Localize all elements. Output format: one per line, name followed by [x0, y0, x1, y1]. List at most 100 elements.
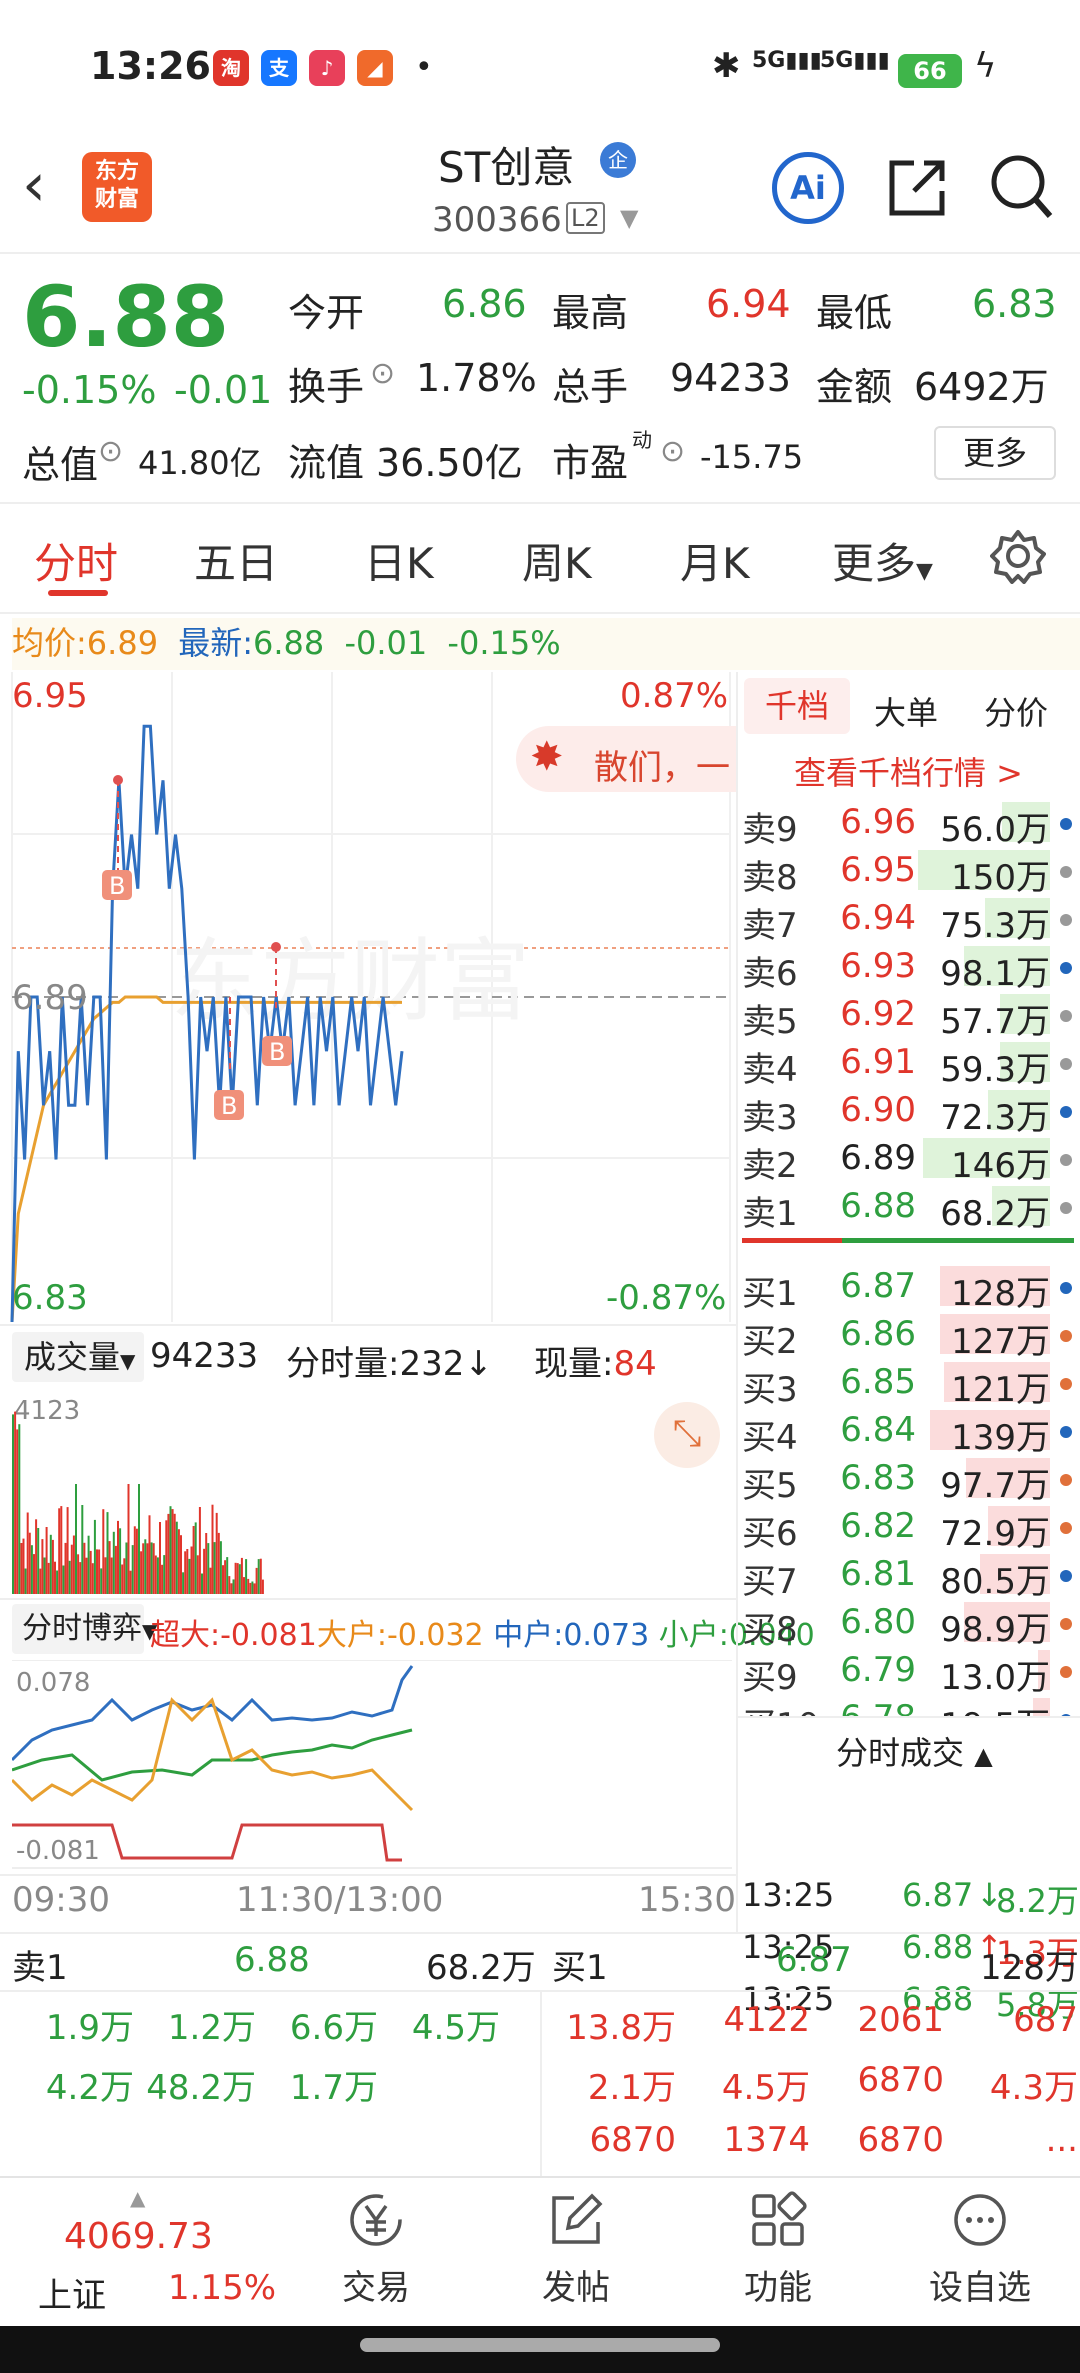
- ask-row[interactable]: 卖7 6.94 75.3万: [738, 894, 1080, 946]
- ask-row[interactable]: 卖9 6.96 56.0万: [738, 798, 1080, 850]
- ask-volume-bar: [992, 1186, 1050, 1226]
- bid-row[interactable]: 买2 6.86 127万: [738, 1310, 1080, 1362]
- volume-bar: [72, 1535, 75, 1594]
- high-label: 最高: [552, 291, 629, 335]
- nav-function[interactable]: 功能: [698, 2190, 858, 2309]
- battery-icon: 66: [898, 54, 962, 88]
- flow-caret-icon: ▼: [142, 1619, 158, 1643]
- ask-price: 6.93: [840, 946, 916, 986]
- nav-trade-label: 交易: [342, 2268, 410, 2308]
- volume-bar: [163, 1555, 166, 1594]
- bid-row[interactable]: 买8 6.80 98.9万: [738, 1598, 1080, 1650]
- ask-row[interactable]: 卖5 6.92 57.7万: [738, 990, 1080, 1042]
- buy-marker-1[interactable]: [102, 870, 132, 900]
- volume-bar: [146, 1543, 149, 1594]
- volume-bar: [51, 1539, 54, 1594]
- intraday-chart[interactable]: 东方财富 B B B: [0, 672, 736, 1322]
- ask-level-label: 卖6: [742, 954, 798, 994]
- ask-row[interactable]: 卖4 6.91 59.3万: [738, 1038, 1080, 1090]
- bid-volume-bar: [964, 1602, 1050, 1642]
- bid-row[interactable]: 买4 6.84 139万: [738, 1406, 1080, 1458]
- settings-gear-icon[interactable]: [990, 528, 1046, 584]
- index-pct[interactable]: 1.15%: [168, 2268, 277, 2308]
- volume-selector[interactable]: 成交量▼: [12, 1332, 144, 1382]
- tick-time: 13:25: [742, 1980, 835, 2018]
- dropdown-icon[interactable]: ▼: [620, 204, 639, 232]
- ask-row[interactable]: 卖6 6.93 98.1万: [738, 942, 1080, 994]
- level2-badge[interactable]: L2: [566, 202, 605, 234]
- ask-row[interactable]: 卖1 6.88 68.2万: [738, 1182, 1080, 1234]
- volume-bar: [219, 1541, 222, 1594]
- nav-post[interactable]: 发帖: [496, 2190, 656, 2309]
- tab-five-day[interactable]: 五日: [194, 539, 279, 588]
- bid-row[interactable]: 买5 6.83 97.7万: [738, 1454, 1080, 1506]
- back-icon[interactable]: ‹: [22, 150, 46, 220]
- search-icon[interactable]: [988, 152, 1054, 222]
- bid-row[interactable]: 买3 6.85 121万: [738, 1358, 1080, 1410]
- expand-icon[interactable]: ⤡: [654, 1402, 720, 1468]
- flow-selector[interactable]: 分时博弈▼: [12, 1604, 157, 1654]
- index-expand-icon[interactable]: ▲: [130, 2186, 146, 2210]
- flow-super-label: 超大:: [150, 1618, 221, 1653]
- status-time: 13:26: [90, 44, 211, 88]
- tab-daily-k[interactable]: 日K: [364, 539, 434, 588]
- buy-queue-order: 2.1万: [587, 2068, 676, 2108]
- bid-row[interactable]: 买9 6.79 13.0万: [738, 1646, 1080, 1698]
- volume-bar: [114, 1545, 117, 1594]
- volume-bar: [156, 1557, 159, 1594]
- bid-price: 6.83: [840, 1458, 916, 1498]
- buy-marker-3[interactable]: [262, 1036, 292, 1066]
- grid-icon: [752, 2191, 807, 2246]
- tab-monthly-k[interactable]: 月K: [680, 539, 750, 588]
- nav-trade[interactable]: 交易: [296, 2190, 456, 2309]
- more-notifications-icon: •: [415, 50, 433, 85]
- home-indicator[interactable]: [360, 2338, 720, 2352]
- ai-button[interactable]: Ai: [772, 152, 844, 224]
- ask-dot-icon: [1060, 1010, 1072, 1022]
- flow-big-label: 大户:: [316, 1618, 387, 1653]
- book-tab-price[interactable]: 分价: [984, 694, 1049, 732]
- book-depth-link[interactable]: 查看千档行情 >: [794, 754, 1023, 792]
- pe-info-icon[interactable]: ⊙: [660, 434, 686, 469]
- volume-bar: [173, 1513, 176, 1594]
- volume-bar: [175, 1521, 178, 1594]
- book-tab-large[interactable]: 大单: [874, 694, 939, 732]
- high-value: 6.94: [706, 282, 791, 326]
- ask-row[interactable]: 卖8 6.95 150万: [738, 846, 1080, 898]
- volume-bar: [169, 1506, 172, 1594]
- volume-bar: [26, 1512, 29, 1594]
- bid-row[interactable]: 买6 6.82 72.9万: [738, 1502, 1080, 1554]
- ask-row[interactable]: 卖3 6.90 72.3万: [738, 1086, 1080, 1138]
- index-value[interactable]: 4069.73: [64, 2216, 213, 2257]
- change-value: -0.01: [174, 368, 273, 412]
- volume-bar: [89, 1550, 92, 1594]
- stock-code: 300366: [432, 200, 562, 240]
- ticks-title[interactable]: 分时成交 ▲: [836, 1728, 993, 1774]
- sell-queue-order: 1.9万: [45, 2008, 134, 2048]
- nav-watchlist[interactable]: 设自选: [900, 2190, 1060, 2309]
- turnover-info-icon[interactable]: ⊙: [370, 356, 396, 391]
- more-button[interactable]: 更多: [934, 426, 1056, 480]
- book-tab-depth[interactable]: 千档: [744, 678, 850, 734]
- share-icon[interactable]: [884, 155, 950, 221]
- volume-bar: [259, 1558, 262, 1594]
- volume-bar: [144, 1539, 147, 1594]
- volume-bar: [222, 1565, 224, 1594]
- bid-dot-icon: [1060, 1426, 1072, 1438]
- volume-bar: [56, 1570, 59, 1594]
- ask-volume-bar: [964, 946, 1050, 986]
- tab-intraday[interactable]: 分时: [34, 539, 119, 588]
- ask-level-label: 卖8: [742, 858, 798, 898]
- bid-row[interactable]: 买7 6.81 80.5万: [738, 1550, 1080, 1602]
- buy-marker-2[interactable]: [214, 1090, 244, 1120]
- bid-row[interactable]: 买1 6.87 128万: [738, 1262, 1080, 1314]
- promo-banner[interactable]: ✸ 散们，一: [516, 726, 736, 792]
- info-icon[interactable]: ⊙: [98, 434, 124, 469]
- volume-bar: [96, 1549, 98, 1594]
- tab-more[interactable]: 更多▼: [832, 530, 933, 591]
- ask-row[interactable]: 卖2 6.89 146万: [738, 1134, 1080, 1186]
- tab-weekly-k[interactable]: 周K: [522, 539, 592, 588]
- chart-mid-price: 6.89: [12, 978, 88, 1018]
- index-name[interactable]: 上证: [38, 2276, 106, 2316]
- volume-bar: [148, 1515, 151, 1594]
